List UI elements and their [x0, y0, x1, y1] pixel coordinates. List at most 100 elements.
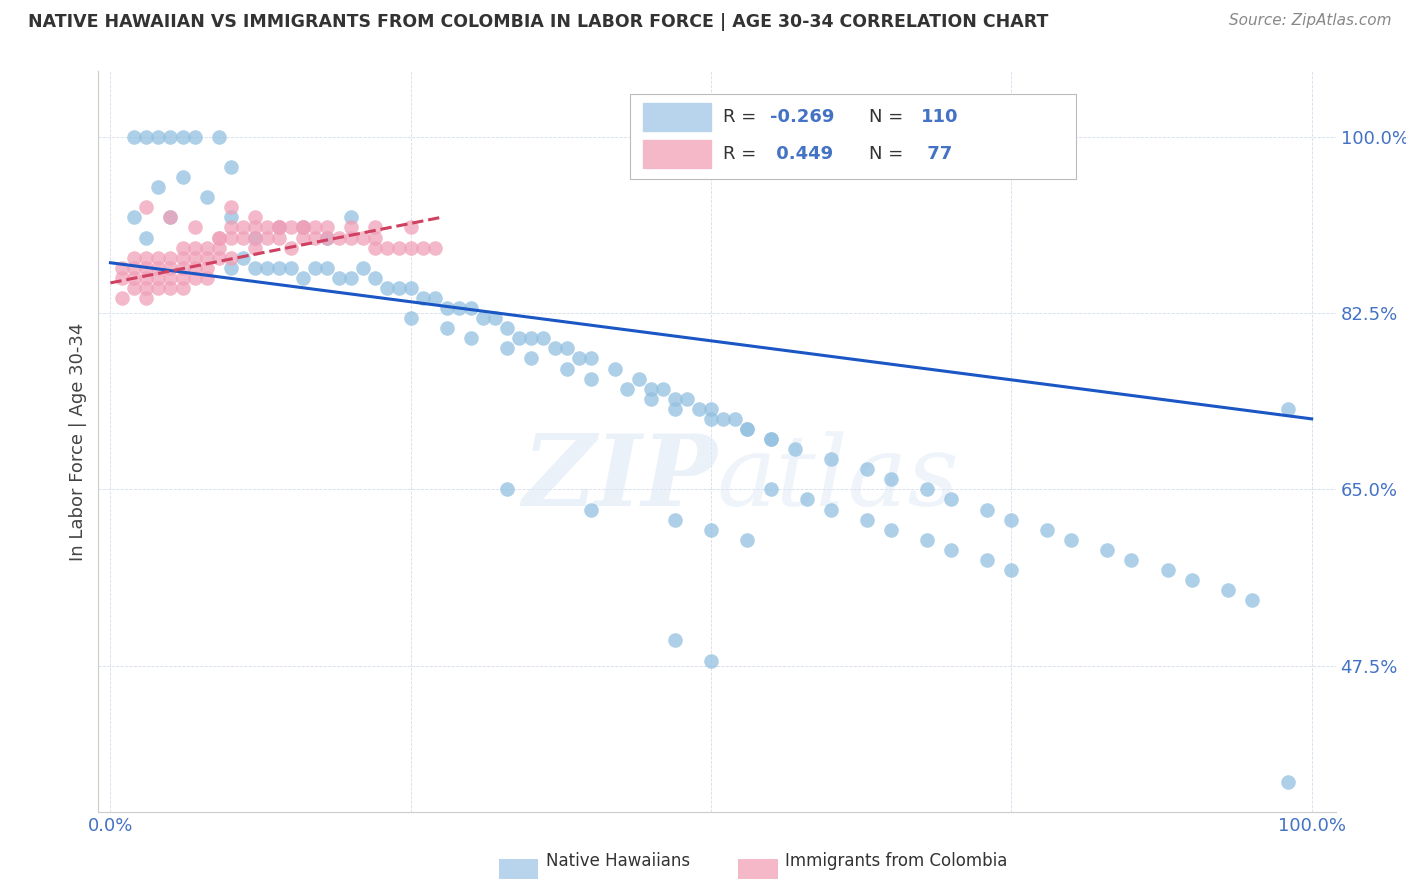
Point: [508, 331, 530, 345]
Point: [243, 241, 266, 255]
Point: [124, 270, 146, 285]
Point: [159, 129, 181, 144]
Point: [1000, 513, 1022, 527]
Point: [304, 260, 326, 275]
Point: [352, 260, 374, 275]
Point: [280, 220, 302, 235]
Point: [135, 291, 157, 305]
Point: [159, 211, 181, 225]
Point: [315, 230, 337, 244]
Point: [880, 472, 903, 486]
Bar: [630, 94, 1076, 178]
Point: [243, 230, 266, 244]
Point: [759, 432, 782, 446]
Point: [352, 230, 374, 244]
Point: [375, 281, 398, 295]
Point: [941, 542, 963, 557]
Point: [195, 251, 218, 265]
Point: [399, 311, 422, 326]
Point: [1240, 593, 1263, 607]
Point: [159, 260, 181, 275]
Point: [207, 230, 229, 244]
Point: [291, 230, 314, 244]
Point: [148, 270, 170, 285]
Point: [232, 220, 254, 235]
Text: 77: 77: [921, 145, 952, 163]
Point: [315, 260, 337, 275]
Point: [195, 270, 218, 285]
Point: [880, 523, 903, 537]
Point: [495, 321, 517, 335]
Point: [148, 129, 170, 144]
Point: [243, 220, 266, 235]
Text: NATIVE HAWAIIAN VS IMMIGRANTS FROM COLOMBIA IN LABOR FORCE | AGE 30-34 CORRELATI: NATIVE HAWAIIAN VS IMMIGRANTS FROM COLOM…: [28, 13, 1049, 31]
Point: [388, 241, 411, 255]
Point: [148, 251, 170, 265]
Point: [256, 220, 278, 235]
Point: [195, 190, 218, 204]
Point: [291, 220, 314, 235]
Point: [399, 281, 422, 295]
Point: [579, 371, 602, 385]
Point: [183, 251, 205, 265]
Point: [339, 270, 361, 285]
Point: [520, 331, 543, 345]
Point: [700, 412, 723, 426]
Point: [436, 301, 458, 315]
Point: [724, 412, 747, 426]
Point: [711, 412, 734, 426]
Point: [640, 392, 662, 406]
Point: [495, 342, 517, 356]
Point: [304, 220, 326, 235]
Point: [219, 251, 242, 265]
Point: [172, 170, 194, 185]
Point: [436, 321, 458, 335]
Point: [304, 230, 326, 244]
Point: [243, 260, 266, 275]
Point: [1180, 573, 1202, 587]
Point: [1277, 401, 1299, 416]
Point: [124, 260, 146, 275]
Point: [364, 241, 387, 255]
Point: [603, 361, 626, 376]
Point: [976, 553, 998, 567]
Point: [1156, 563, 1178, 577]
Point: [148, 281, 170, 295]
Point: [460, 301, 482, 315]
Point: [111, 270, 134, 285]
Point: [172, 270, 194, 285]
Point: [256, 230, 278, 244]
Point: [700, 523, 723, 537]
Text: -0.269: -0.269: [770, 108, 835, 127]
Point: [267, 220, 290, 235]
Point: [364, 220, 387, 235]
Point: [1277, 774, 1299, 789]
Point: [676, 392, 699, 406]
Point: [544, 342, 567, 356]
Point: [328, 270, 350, 285]
Point: [135, 200, 157, 214]
Point: [315, 220, 337, 235]
Point: [159, 270, 181, 285]
Point: [627, 371, 650, 385]
Point: [700, 401, 723, 416]
Point: [976, 502, 998, 516]
Point: [207, 230, 229, 244]
Point: [759, 432, 782, 446]
Point: [291, 220, 314, 235]
Text: Native Hawaiians: Native Hawaiians: [546, 852, 690, 870]
Point: [735, 533, 758, 547]
Point: [111, 260, 134, 275]
Point: [148, 180, 170, 194]
Point: [785, 442, 807, 456]
Point: [111, 291, 134, 305]
Point: [820, 452, 842, 467]
Point: [339, 230, 361, 244]
Point: [135, 129, 157, 144]
Point: [735, 422, 758, 436]
Point: [267, 220, 290, 235]
Point: [688, 401, 710, 416]
Point: [159, 211, 181, 225]
Point: [232, 251, 254, 265]
Point: [339, 220, 361, 235]
